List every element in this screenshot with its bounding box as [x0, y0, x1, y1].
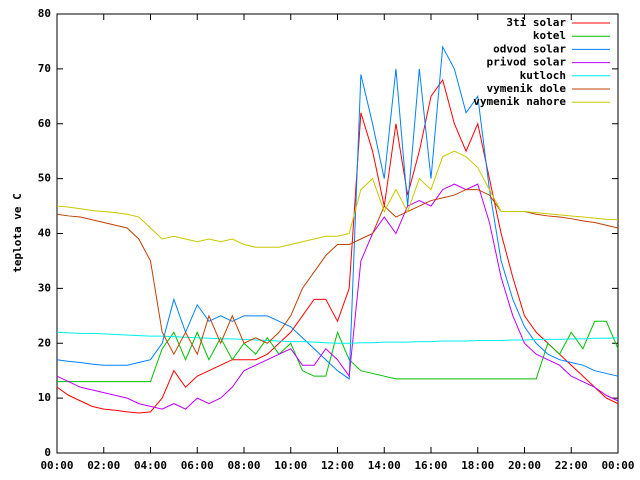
x-tick-label: 04:00: [134, 459, 167, 472]
legend-label: vymenik dole: [487, 82, 567, 95]
legend-label: kotel: [533, 29, 566, 42]
series-line: [56, 331, 619, 344]
legend-label: 3ti solar: [506, 16, 566, 29]
x-tick-label: 00:00: [40, 459, 73, 472]
x-tick-label: 16:00: [414, 459, 447, 472]
y-tick-label: 70: [38, 62, 51, 75]
y-tick-label: 50: [38, 172, 51, 185]
legend-label: vymenik nahore: [473, 95, 566, 108]
y-tick-label: 30: [38, 281, 51, 294]
x-tick-label: 02:00: [87, 459, 120, 472]
y-tick-label: 0: [44, 446, 51, 459]
x-tick-label: 12:00: [321, 459, 354, 472]
series-line: [56, 183, 619, 410]
x-tick-label: 14:00: [368, 459, 401, 472]
x-tick-label: 10:00: [274, 459, 307, 472]
series-line: [57, 320, 619, 383]
series-line: [56, 78, 619, 414]
series-line: [56, 45, 619, 380]
y-tick-label: 10: [38, 391, 51, 404]
x-tick-label: 06:00: [181, 459, 214, 472]
y-tick-label: 60: [38, 117, 51, 130]
legend-label: odvod solar: [493, 42, 566, 55]
legend-label: privod solar: [487, 56, 567, 69]
series-line: [56, 150, 619, 248]
x-tick-label: 20:00: [508, 459, 541, 472]
y-tick-label: 80: [38, 7, 51, 20]
legend-label: kutloch: [520, 69, 566, 82]
x-tick-label: 08:00: [227, 459, 260, 472]
x-tick-label: 22:00: [555, 459, 588, 472]
y-tick-label: 20: [38, 336, 51, 349]
x-tick-label: 00:00: [601, 459, 634, 472]
y-tick-label: 40: [38, 227, 51, 240]
x-tick-label: 18:00: [461, 459, 494, 472]
y-axis-label: teplota ve C: [11, 193, 24, 272]
